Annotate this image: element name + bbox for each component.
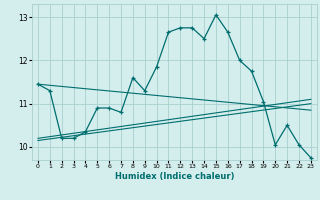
X-axis label: Humidex (Indice chaleur): Humidex (Indice chaleur) bbox=[115, 172, 234, 181]
